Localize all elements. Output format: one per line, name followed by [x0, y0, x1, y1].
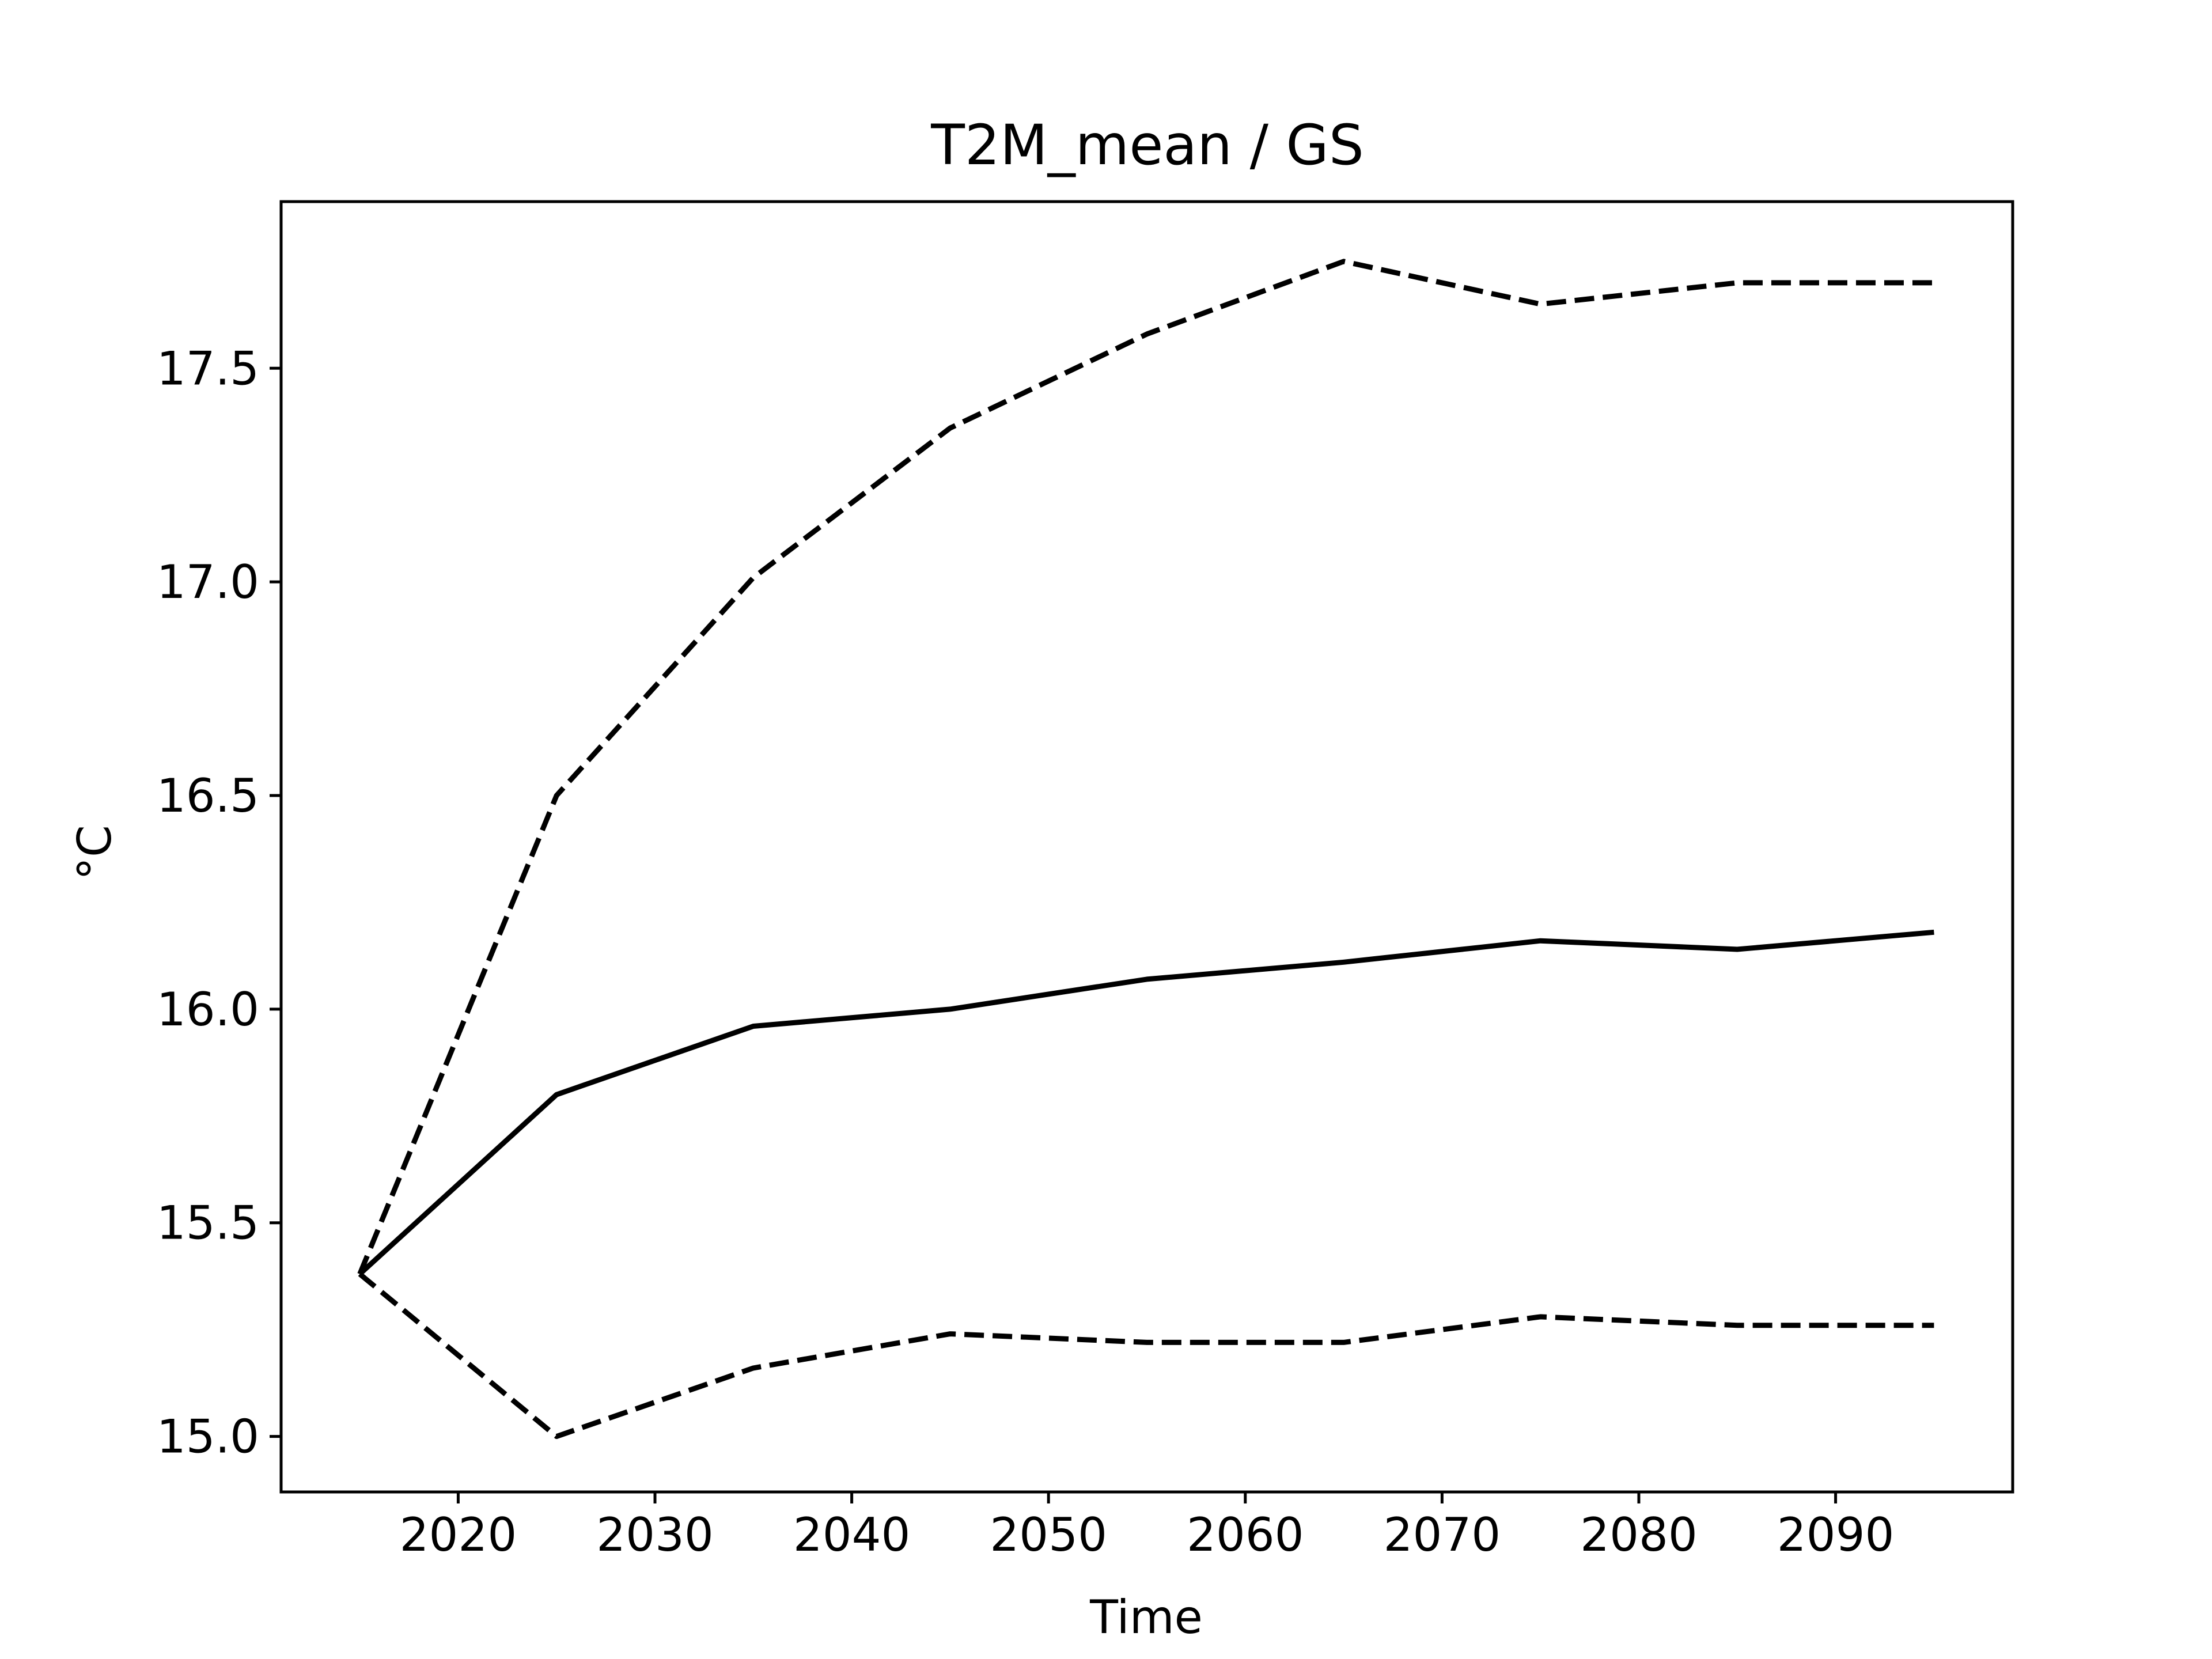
x-ticks: 2020 2030 2040 2050 2060 2070 2080 2090 [400, 1492, 1895, 1562]
x-tick-label: 2030 [596, 1508, 714, 1562]
plot-frame [279, 200, 2014, 1494]
x-tick-label: 2040 [793, 1508, 911, 1562]
x-axis-label: Time [1089, 1590, 1203, 1644]
chart-title: T2M_mean / GS [930, 113, 1364, 177]
series-line-3 [358, 1272, 1934, 1440]
y-tick-label: 16.5 [157, 769, 259, 823]
y-tick-label: 16.0 [157, 983, 259, 1036]
x-tick-label: 2050 [990, 1508, 1107, 1562]
series-line-1 [358, 929, 1934, 1277]
y-tick-label: 17.5 [157, 342, 259, 395]
x-tick-label: 2080 [1580, 1508, 1698, 1562]
y-tick-label: 15.5 [157, 1196, 259, 1250]
series-layer [357, 259, 1934, 1440]
x-tick-label: 2020 [400, 1508, 517, 1562]
x-tick-label: 2070 [1384, 1508, 1501, 1562]
y-ticks: 15.0 15.5 16.0 16.5 17.0 17.5 [157, 342, 281, 1464]
y-tick-label: 17.0 [157, 555, 259, 609]
y-axis-label: °C [68, 825, 122, 880]
series-line-2 [357, 259, 1934, 1275]
y-tick-label: 15.0 [157, 1410, 259, 1464]
x-tick-label: 2060 [1187, 1508, 1304, 1562]
x-tick-label: 2090 [1777, 1508, 1895, 1562]
